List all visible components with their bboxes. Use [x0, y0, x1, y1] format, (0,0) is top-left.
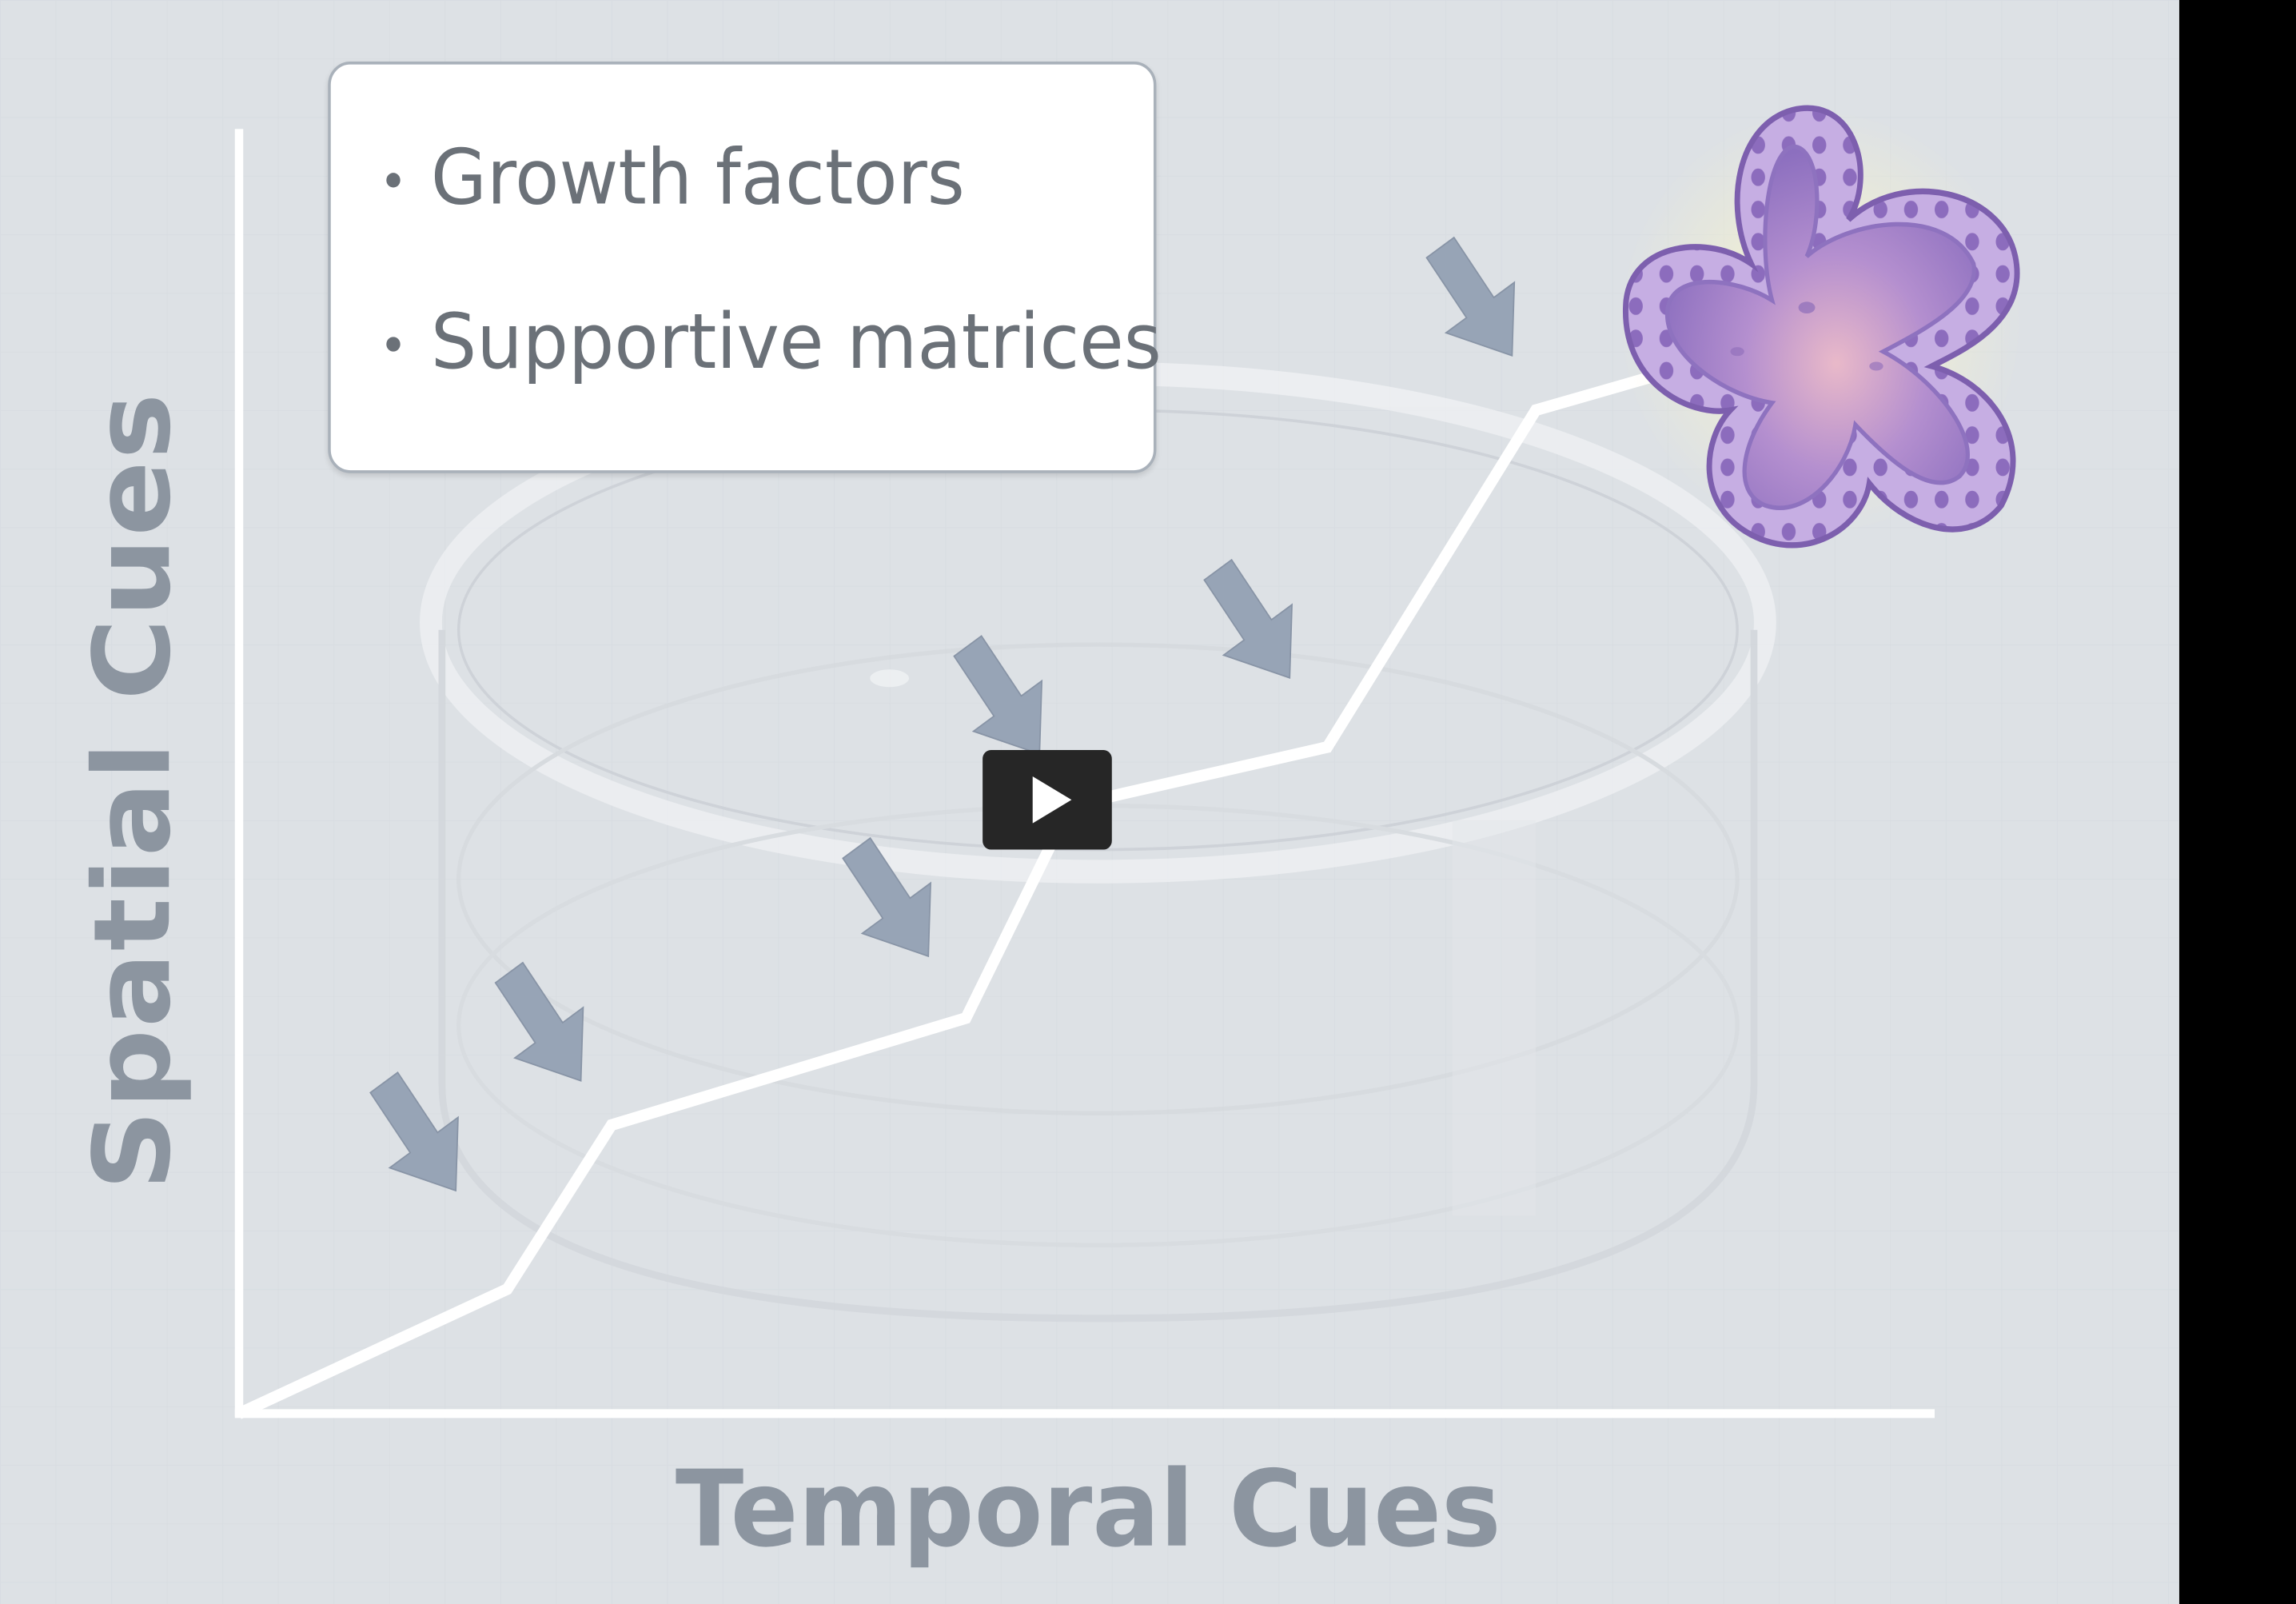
play-icon [1032, 776, 1072, 824]
bullet-dot [386, 337, 401, 352]
organoid-illustration [1619, 105, 2023, 549]
progress-curve [237, 360, 1691, 1419]
x-axis-label-text: Temporal Cues [675, 1447, 1501, 1570]
y-axis-label-text: Spatial Cues [70, 391, 194, 1191]
video-player[interactable]: Growth factors Supportive matrices Spati… [0, 0, 2179, 1604]
bullet-text: Growth factors [430, 134, 965, 223]
bullet-text: Supportive matrices [430, 298, 1162, 387]
play-button[interactable] [983, 749, 1112, 850]
bullet-item: Supportive matrices [386, 299, 1162, 387]
bullet-callout: Growth factors Supportive matrices [328, 61, 1162, 473]
cue-arrows [369, 236, 1516, 1192]
bullet-item: Growth factors [386, 134, 965, 223]
video-frame: Growth factors Supportive matrices Spati… [0, 0, 2179, 1604]
bullet-dot [386, 173, 401, 188]
